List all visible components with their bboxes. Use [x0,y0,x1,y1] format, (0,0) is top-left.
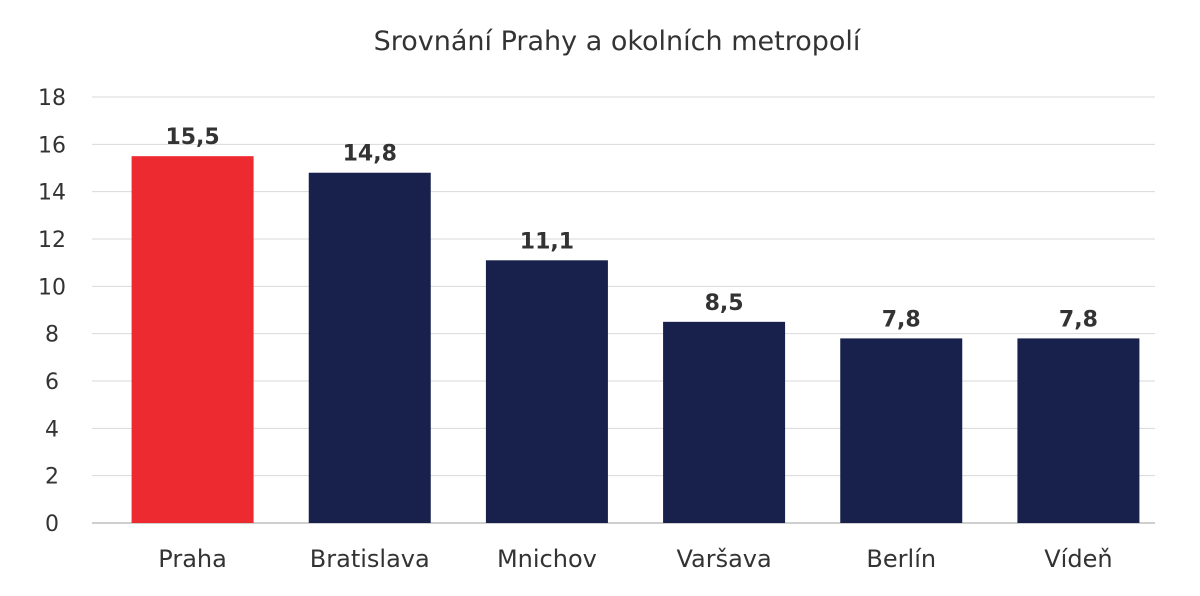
x-axis-categories: Praha Bratislava Mnichov Varšava Berlín Vídeň [158,545,1112,573]
bar-vídeň [1017,338,1140,523]
data-label: 14,8 [343,142,397,167]
data-labels: 15,5 14,8 11,1 8,5 7,8 7,8 [165,125,1097,332]
y-tick-label: 18 [38,86,66,111]
bars [131,156,1140,523]
y-axis-ticks: 0 2 4 6 8 10 12 14 16 18 [38,86,66,537]
y-tick-label: 16 [38,133,66,158]
category-label: Vídeň [1044,545,1112,573]
bar-bratislava [308,172,431,523]
y-tick-label: 4 [45,417,59,442]
gridlines [92,96,1155,524]
data-label: 7,8 [882,307,921,332]
bar-varšava [663,321,786,523]
y-tick-label: 6 [45,370,59,395]
data-label: 11,1 [520,229,574,254]
data-label: 8,5 [705,291,744,316]
data-label: 15,5 [165,125,219,150]
data-label: 7,8 [1059,307,1098,332]
y-tick-label: 14 [38,181,66,206]
bar-mnichov [485,260,608,523]
category-label: Mnichov [497,545,597,573]
category-label: Praha [158,545,227,573]
y-tick-label: 2 [45,465,59,490]
y-tick-label: 0 [45,512,59,537]
y-tick-label: 10 [38,275,66,300]
y-tick-label: 8 [45,323,59,348]
bar-praha [131,156,254,523]
category-label: Berlín [866,545,936,573]
bar-berlín [840,338,963,523]
y-tick-label: 12 [38,228,66,253]
category-label: Bratislava [310,545,430,573]
category-label: Varšava [676,545,771,573]
chart-title: Srovnání Prahy a okolních metropolí [374,26,862,57]
